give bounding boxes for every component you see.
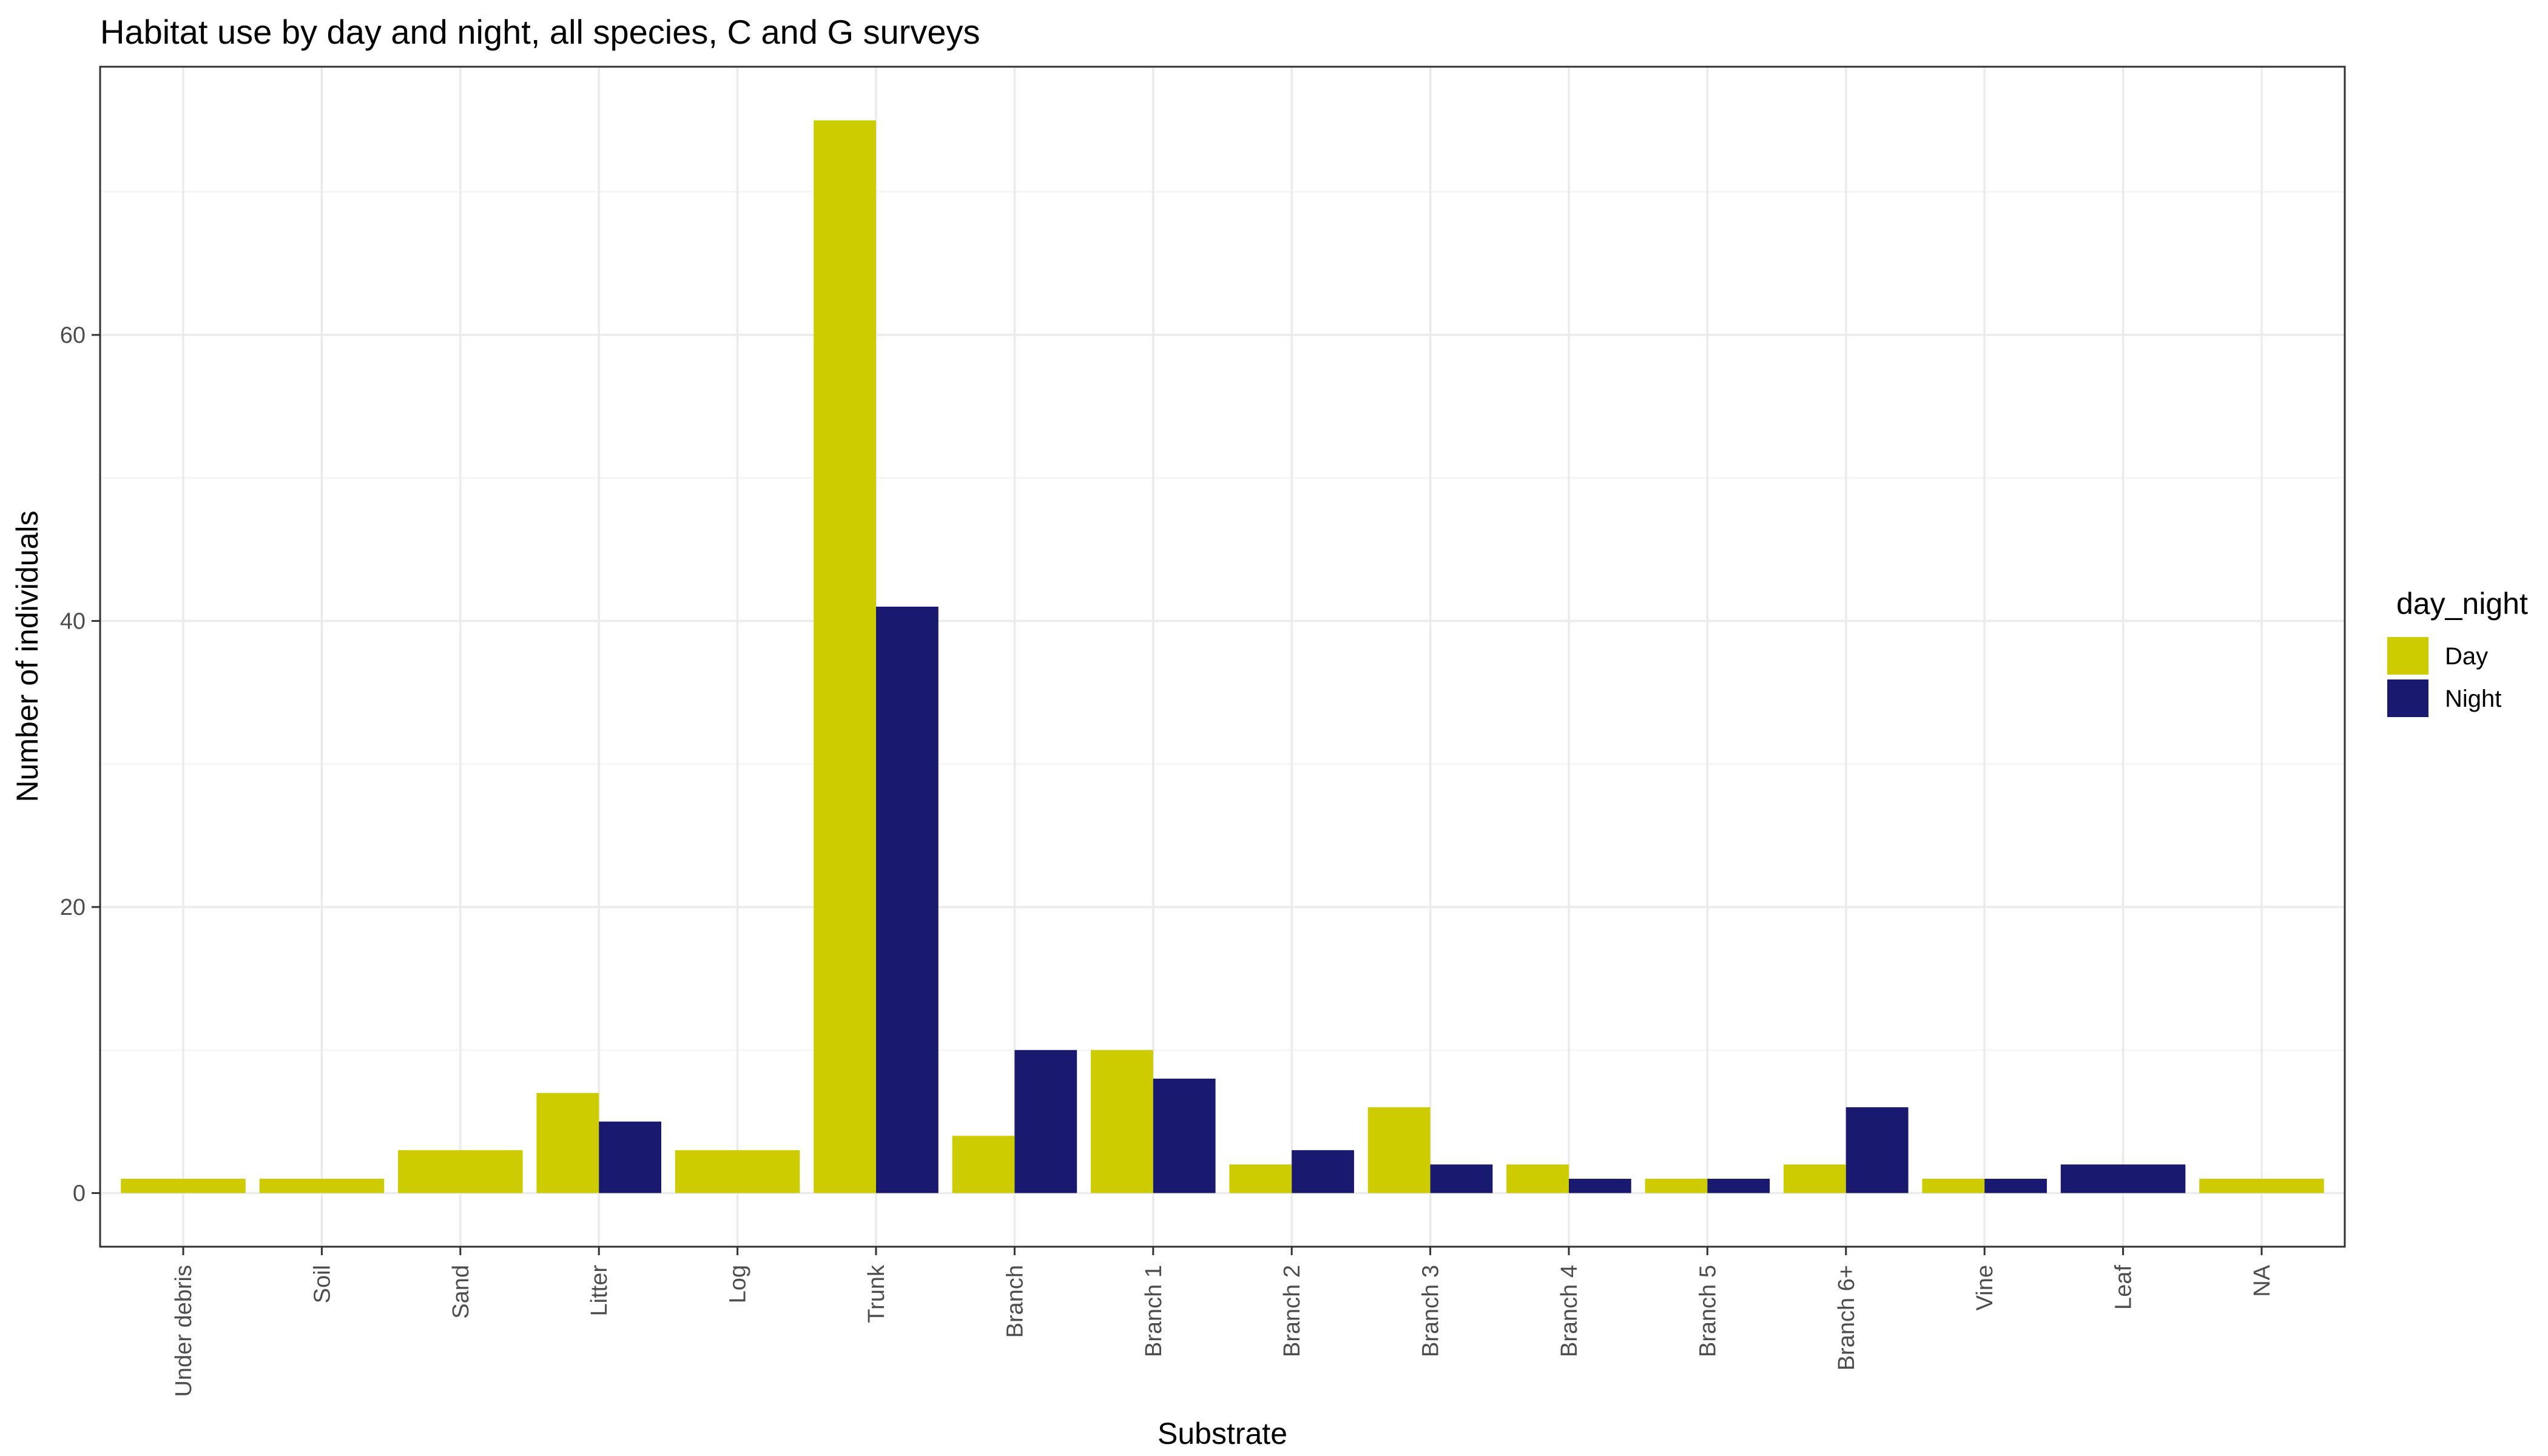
x-axis: Under debris Soil Sand Litter Log Trunk Branch…: [171, 1247, 2275, 1397]
bar-day-litter: [536, 1093, 599, 1193]
bar-night-branch-6-: [1845, 1107, 1909, 1193]
y-axis-title: Number of individuals: [10, 511, 44, 803]
x-tick-label: NA: [2250, 1264, 2275, 1296]
y-axis: 0 20 40 60: [60, 323, 100, 1207]
bar-day-branch-2: [1229, 1164, 1292, 1193]
bar-night-branch-5: [1707, 1179, 1770, 1193]
y-tick-label: 20: [60, 895, 86, 920]
panel-border: [99, 66, 2346, 1248]
bar-day-soil: [259, 1179, 385, 1193]
bar-night-vine: [1984, 1179, 2047, 1193]
bar-night-litter: [599, 1121, 661, 1193]
grid: [100, 67, 2345, 1247]
x-tick-label: Branch 5: [1695, 1265, 1721, 1357]
bar-night-branch-1: [1153, 1078, 1216, 1193]
bar-day-log: [675, 1150, 800, 1193]
bar-night-branch-2: [1292, 1150, 1354, 1193]
bar-day-branch-6-: [1784, 1164, 1846, 1193]
legend-label-night: Night: [2445, 686, 2501, 712]
bar-day-branch-4: [1506, 1164, 1569, 1193]
y-tick-label: 40: [60, 609, 86, 635]
x-tick-label: Branch: [1002, 1265, 1028, 1338]
legend: day_night Day Night: [2387, 587, 2528, 717]
x-tick-label: Branch 6+: [1834, 1265, 1859, 1370]
x-tick-label: Under debris: [171, 1265, 197, 1397]
legend-title: day_night: [2396, 587, 2528, 621]
bar-day-branch-1: [1091, 1050, 1153, 1193]
x-tick-label: Branch 1: [1141, 1265, 1167, 1357]
bar-day-vine: [1922, 1179, 1985, 1193]
legend-label-day: Day: [2445, 643, 2488, 670]
y-tick-label: 0: [73, 1181, 86, 1207]
x-tick-label: Branch 4: [1557, 1265, 1582, 1357]
x-tick-label: Vine: [1972, 1265, 1998, 1310]
x-tick-label: Litter: [587, 1265, 612, 1316]
bar-day-trunk: [814, 120, 877, 1193]
bar-day-na: [2199, 1179, 2324, 1193]
bar-night-trunk: [876, 606, 939, 1193]
chart-title: Habitat use by day and night, all specie…: [100, 13, 980, 51]
bar-night-leaf: [2060, 1164, 2186, 1193]
bar-day-branch-5: [1645, 1179, 1708, 1193]
bar-night-branch-3: [1430, 1164, 1493, 1193]
x-tick-label: Leaf: [2111, 1265, 2137, 1310]
bar-night-branch-4: [1568, 1179, 1631, 1193]
x-tick-label: Log: [726, 1265, 751, 1303]
y-tick-label: 60: [60, 323, 86, 348]
legend-key-night: [2387, 679, 2428, 717]
bar-night-branch: [1014, 1050, 1077, 1193]
bar-day-branch: [952, 1136, 1015, 1193]
bars: [121, 120, 2324, 1193]
x-tick-label: Sand: [448, 1265, 474, 1319]
bar-day-under-debris: [121, 1179, 246, 1193]
x-tick-label: Trunk: [864, 1264, 889, 1323]
bar-day-sand: [398, 1150, 523, 1193]
legend-items: Day Night: [2387, 637, 2501, 717]
bar-day-branch-3: [1367, 1107, 1431, 1193]
legend-key-day: [2387, 637, 2428, 675]
x-tick-label: Soil: [309, 1265, 335, 1303]
x-tick-label: Branch 3: [1418, 1265, 1444, 1357]
x-axis-title: Substrate: [1158, 1417, 1287, 1451]
x-tick-label: Branch 2: [1279, 1265, 1305, 1357]
panel-background: [100, 67, 2345, 1247]
